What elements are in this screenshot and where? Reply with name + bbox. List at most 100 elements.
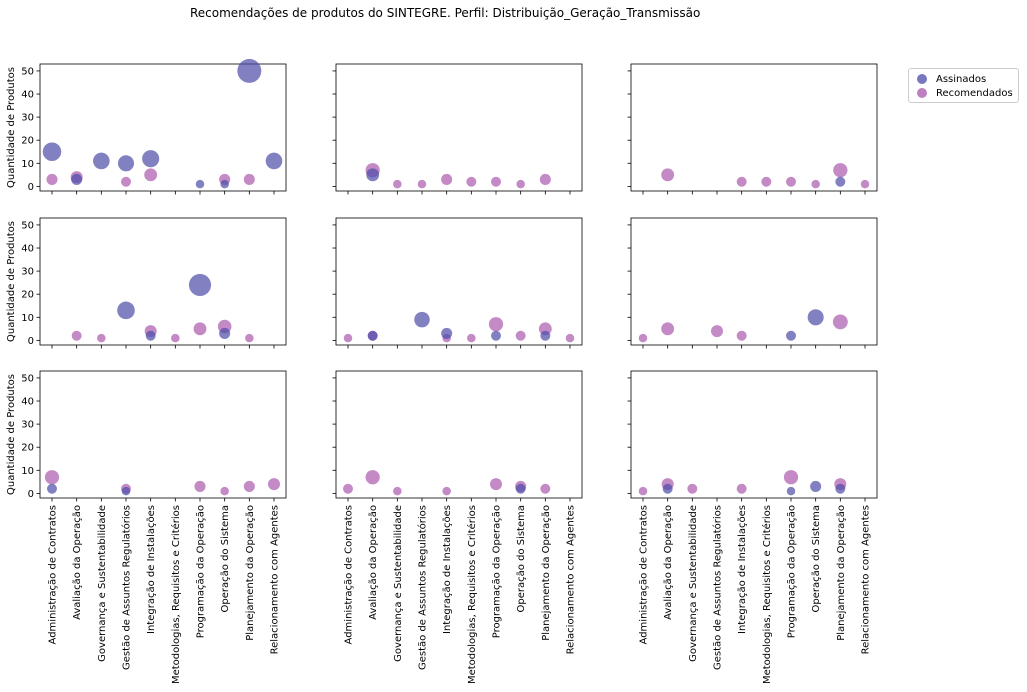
- point-assinados: [145, 330, 156, 341]
- y-tick-label: 50: [21, 220, 34, 231]
- point-recomendados: [417, 179, 427, 189]
- legend-label-recomendados: Recomendados: [936, 87, 1013, 99]
- point-assinados: [237, 58, 262, 83]
- point-assinados: [47, 483, 57, 494]
- point-assinados: [540, 330, 551, 341]
- x-tick-label: Gestão de Assuntos Regulatórios: [121, 505, 133, 670]
- point-recomendados: [467, 333, 476, 343]
- point-recomendados: [515, 330, 526, 341]
- panel-frame-5: [335, 217, 583, 346]
- point-recomendados: [736, 176, 747, 187]
- point-recomendados: [44, 470, 60, 485]
- y-tick-label: 20: [21, 290, 34, 301]
- point-recomendados: [97, 333, 106, 343]
- point-recomendados: [711, 325, 723, 338]
- point-recomendados: [833, 163, 848, 178]
- x-tick-label: Metodologias, Requisitos e Critérios: [761, 505, 773, 684]
- point-recomendados: [687, 483, 698, 494]
- point-assinados: [42, 142, 62, 162]
- x-tick-label: Operação do Sistema: [220, 505, 231, 612]
- x-tick-label: Avaliação da Operação: [72, 505, 83, 620]
- point-recomendados: [638, 486, 648, 496]
- point-recomendados: [565, 333, 575, 343]
- panel-frame-6: [630, 217, 878, 346]
- panel-frame-4: [39, 217, 287, 346]
- point-assinados: [142, 150, 160, 168]
- point-assinados: [117, 155, 135, 172]
- panel-frame-7: [39, 370, 287, 499]
- y-tick-label: 20: [21, 443, 34, 454]
- y-tick-label: 30: [21, 420, 34, 431]
- point-assinados: [786, 486, 796, 496]
- panel-frame-9: [630, 370, 878, 499]
- point-recomendados: [466, 176, 477, 187]
- point-assinados: [265, 152, 283, 170]
- chart-title: Recomendações de produtos do SINTEGRE. P…: [190, 6, 701, 20]
- point-recomendados: [193, 322, 207, 336]
- point-assinados: [491, 330, 501, 341]
- panel-frame-1: [39, 63, 287, 192]
- x-tick-label: Integração de Instalações: [146, 505, 157, 634]
- y-axis-label: Quantidade de Produtos: [6, 67, 17, 188]
- x-tick-label: Operação do Sistema: [516, 505, 527, 612]
- point-recomendados: [539, 173, 551, 185]
- point-recomendados: [343, 333, 353, 343]
- point-recomendados: [343, 483, 353, 494]
- point-recomendados: [365, 470, 380, 485]
- y-tick-label: 0: [28, 336, 34, 347]
- y-axis-label: Quantidade de Produtos: [6, 374, 17, 495]
- point-recomendados: [761, 176, 772, 187]
- y-tick-label: 40: [21, 90, 34, 101]
- x-tick-label: Relacionamento com Agentes: [270, 505, 281, 654]
- point-assinados: [835, 483, 846, 494]
- point-recomendados: [488, 317, 504, 332]
- point-recomendados: [832, 314, 848, 330]
- point-recomendados: [243, 173, 255, 185]
- point-recomendados: [638, 333, 648, 343]
- y-tick-label: 10: [21, 466, 34, 477]
- point-assinados: [786, 330, 796, 341]
- point-recomendados: [860, 179, 870, 189]
- point-assinados: [414, 311, 430, 328]
- x-tick-label: Administração de Contratos: [639, 505, 650, 644]
- point-recomendados: [144, 168, 158, 182]
- x-tick-label: Relacionamento com Agentes: [861, 505, 872, 654]
- x-tick-label: Planejamento da Operação: [836, 505, 847, 641]
- point-assinados: [195, 179, 205, 189]
- x-tick-label: Relacionamento com Agentes: [566, 505, 577, 654]
- x-tick-label: Operação do Sistema: [811, 505, 822, 612]
- point-assinados: [367, 330, 378, 341]
- y-tick-label: 10: [21, 159, 34, 170]
- point-assinados: [807, 309, 824, 326]
- x-tick-label: Programação da Operação: [196, 505, 207, 638]
- point-recomendados: [491, 176, 501, 187]
- x-tick-label: Avaliação da Operação: [368, 505, 379, 620]
- y-tick-label: 40: [21, 244, 34, 255]
- y-tick-label: 50: [21, 373, 34, 384]
- y-tick-label: 10: [21, 313, 34, 324]
- x-tick-label: Governança e Sustentabilidade: [97, 505, 108, 662]
- y-tick-label: 20: [21, 136, 34, 147]
- point-recomendados: [220, 486, 229, 496]
- point-recomendados: [661, 168, 675, 182]
- point-recomendados: [783, 470, 799, 485]
- point-assinados: [220, 179, 229, 189]
- y-tick-label: 0: [28, 182, 34, 193]
- point-recomendados: [441, 173, 453, 185]
- point-recomendados: [736, 330, 747, 341]
- point-recomendados: [786, 176, 796, 187]
- x-tick-label: Gestão de Assuntos Regulatórios: [712, 505, 724, 670]
- point-recomendados: [171, 333, 180, 343]
- point-assinados: [662, 483, 673, 494]
- x-tick-label: Integração de Instalações: [442, 505, 453, 634]
- point-recomendados: [811, 179, 820, 189]
- legend: Assinados Recomendados: [908, 68, 1019, 103]
- x-tick-label: Administração de Contratos: [48, 505, 59, 644]
- x-tick-label: Metodologias, Requisitos e Critérios: [466, 505, 478, 684]
- point-recomendados: [393, 486, 402, 496]
- point-assinados: [810, 480, 822, 492]
- legend-marker-assinados: [917, 74, 927, 84]
- y-tick-label: 30: [21, 113, 34, 124]
- panel-frame-8: [335, 370, 583, 499]
- point-recomendados: [268, 478, 280, 491]
